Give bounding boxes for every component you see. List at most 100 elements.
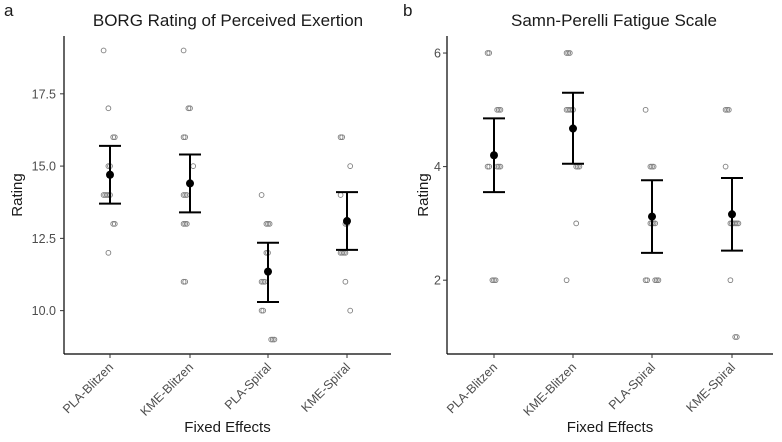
data-point: [110, 221, 117, 227]
data-point: [258, 307, 265, 314]
data-point: [652, 277, 659, 284]
data-point: [642, 106, 649, 113]
chart-title: BORG Rating of Perceived Exertion: [93, 11, 363, 30]
data-point: [725, 106, 732, 113]
data-point: [111, 134, 118, 141]
y-tick-label: 4: [434, 160, 441, 174]
data-point: [260, 278, 267, 285]
data-point: [342, 278, 349, 285]
data-point: [484, 50, 491, 56]
x-tick-label: PLA-Blitzen: [60, 360, 116, 416]
y-axis-title: Rating: [415, 173, 432, 216]
data-point: [727, 277, 734, 284]
data-point: [180, 47, 187, 54]
data-point: [563, 277, 570, 284]
data-point: [182, 278, 189, 285]
data-point: [495, 163, 502, 170]
data-point: [110, 134, 117, 141]
x-tick-label: PLA-Spiral: [222, 360, 274, 412]
y-tick-label: 15.0: [32, 160, 56, 174]
mean-marker: [648, 212, 656, 221]
mean-marker: [343, 217, 351, 226]
data-point: [494, 106, 501, 113]
data-point: [733, 334, 740, 340]
data-point: [337, 192, 344, 198]
data-point: [183, 221, 190, 227]
data-point: [497, 163, 504, 170]
data-point: [105, 105, 112, 112]
data-point: [268, 336, 275, 343]
x-tick-label: KME-Blitzen: [521, 360, 580, 419]
data-point: [484, 163, 491, 170]
data-point: [491, 277, 497, 284]
x-tick-label: KME-Blitzen: [138, 360, 197, 419]
y-tick-label: 12.5: [32, 232, 56, 246]
x-axis-title: Fixed Effects: [567, 419, 653, 436]
data-point: [339, 134, 346, 141]
chart-title: Samn-Perelli Fatigue Scale: [511, 11, 717, 30]
y-axis-title: Rating: [9, 173, 26, 216]
data-point: [105, 249, 112, 256]
data-point: [733, 220, 740, 227]
mean-marker: [264, 267, 272, 276]
data-point: [644, 277, 651, 284]
data-point: [563, 50, 570, 56]
data-point: [735, 220, 742, 227]
data-point: [486, 50, 493, 56]
x-tick-label: KME-Spiral: [299, 360, 354, 415]
data-point: [182, 221, 189, 227]
data-point: [269, 336, 276, 343]
data-point: [489, 277, 496, 284]
data-point: [266, 221, 273, 227]
data-point: [649, 163, 655, 170]
data-point: [573, 220, 580, 227]
data-point: [495, 106, 502, 113]
y-tick-label: 2: [434, 274, 441, 288]
data-point: [100, 47, 107, 54]
data-point: [180, 134, 187, 141]
panel-letter: a: [4, 1, 14, 20]
data-point: [655, 277, 662, 284]
data-point: [647, 163, 654, 170]
mean-marker: [186, 179, 194, 188]
mean-marker: [490, 151, 498, 160]
data-point: [185, 105, 192, 112]
y-tick-label: 17.5: [32, 87, 56, 101]
data-point: [732, 334, 739, 340]
data-point: [180, 221, 187, 227]
x-tick-label: PLA-Spiral: [606, 360, 658, 412]
data-point: [182, 134, 189, 141]
data-point: [653, 277, 660, 284]
data-point: [497, 106, 504, 113]
data-point: [722, 106, 729, 113]
data-point: [182, 192, 189, 198]
x-tick-label: PLA-Blitzen: [444, 360, 500, 416]
data-point: [566, 50, 573, 56]
data-point: [722, 163, 729, 170]
data-point: [650, 163, 657, 170]
data-point: [111, 221, 118, 227]
data-point: [187, 105, 193, 112]
data-point: [258, 278, 265, 285]
data-point: [642, 277, 649, 284]
data-point: [347, 163, 354, 169]
data-point: [565, 50, 572, 56]
data-point: [260, 307, 267, 314]
mean-marker: [728, 210, 736, 219]
data-point: [180, 278, 187, 285]
data-point: [492, 277, 499, 284]
data-point: [258, 192, 265, 198]
panel-letter: b: [403, 1, 412, 20]
panel-b: b Samn-Perelli Fatigue Scale 2 4 6 Rating PLA-…: [403, 1, 773, 436]
data-point: [180, 192, 187, 198]
y-tick-label: 10.0: [32, 304, 56, 318]
panel-a: a BORG Rating of Perceived Exertion 10.0 12…: [4, 1, 391, 436]
data-point: [486, 163, 493, 170]
data-point: [265, 221, 271, 227]
data-point: [263, 221, 270, 227]
data-point: [337, 134, 344, 141]
mean-marker: [106, 170, 114, 179]
data-point: [724, 106, 731, 113]
data-point: [271, 336, 278, 343]
